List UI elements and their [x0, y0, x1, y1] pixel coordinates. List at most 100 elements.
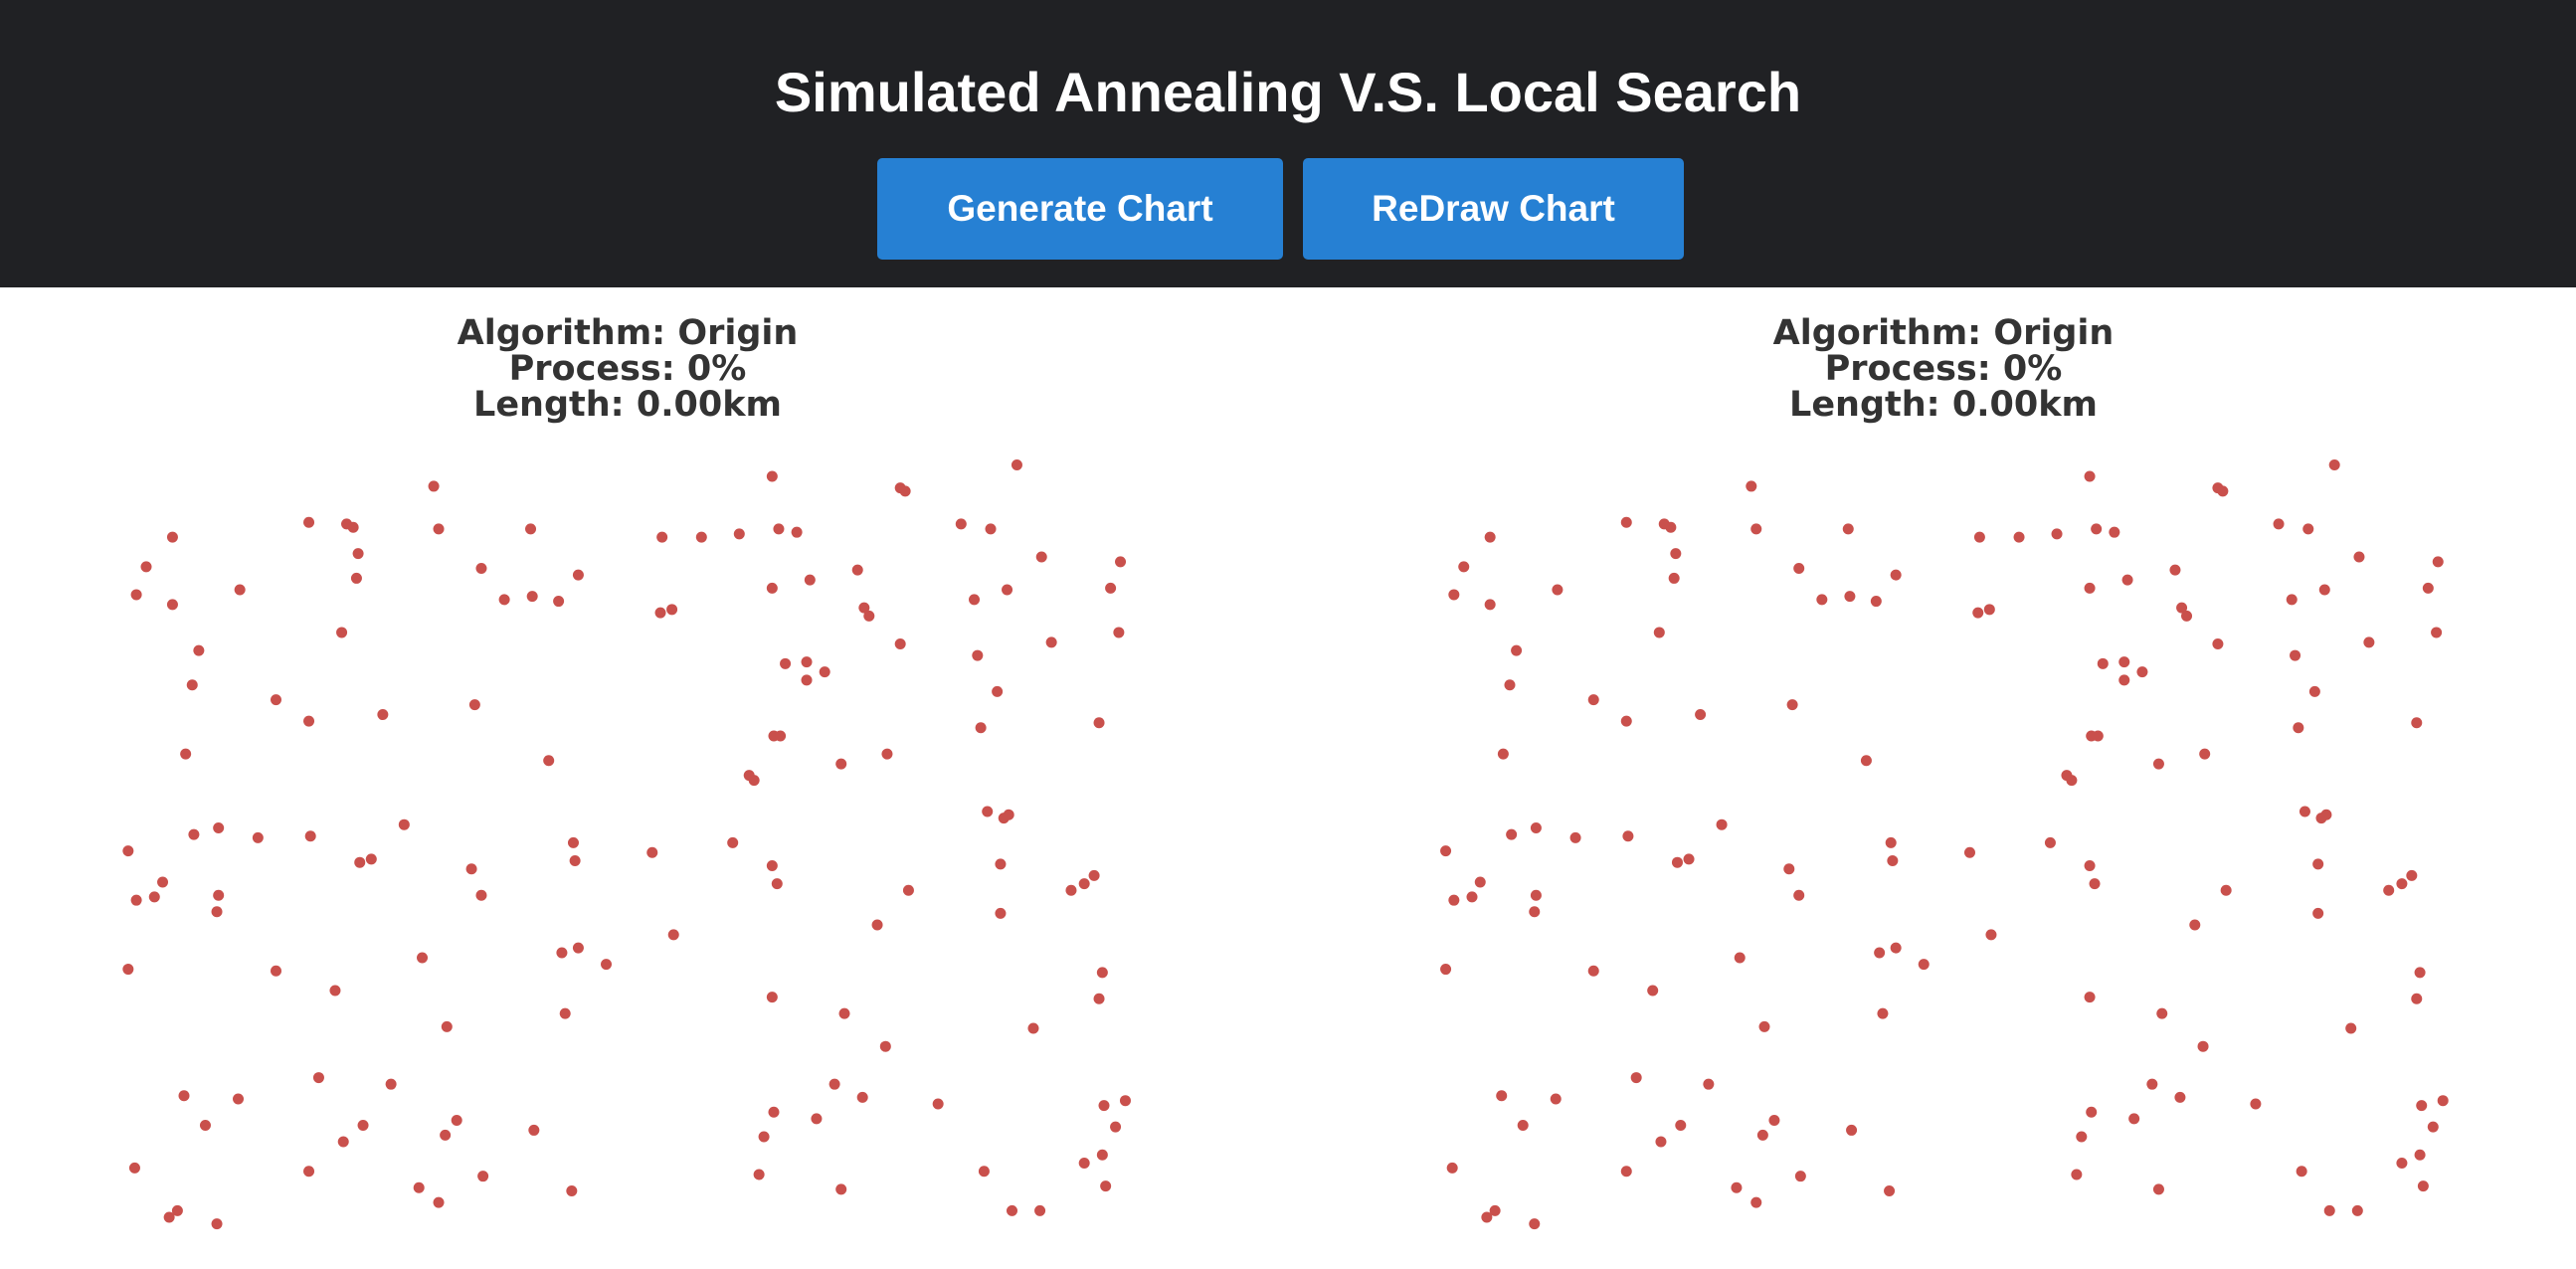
city-point [572, 942, 584, 954]
city-point [2432, 556, 2444, 568]
city-point [1842, 523, 1854, 535]
city-point [556, 947, 568, 959]
city-point [122, 964, 134, 976]
city-point [666, 604, 678, 616]
city-point [1983, 604, 1995, 616]
redraw-button[interactable]: ReDraw Chart [1303, 158, 1684, 260]
city-point [559, 1007, 571, 1019]
city-point [140, 561, 152, 573]
city-point [2146, 1078, 2158, 1090]
city-point [1655, 1136, 1667, 1148]
city-point [475, 563, 487, 575]
city-point [1783, 863, 1795, 875]
city-point [1587, 965, 1599, 977]
city-point [440, 1129, 452, 1141]
city-point [2092, 730, 2104, 742]
city-point [526, 591, 538, 603]
city-point [1918, 959, 1930, 971]
city-point [2071, 1169, 2083, 1180]
city-point [1671, 856, 1683, 868]
city-point [1529, 1218, 1541, 1230]
city-point [252, 831, 264, 843]
city-point [1794, 1171, 1806, 1182]
city-point [130, 894, 142, 906]
city-point [128, 1162, 140, 1174]
city-point [2308, 685, 2320, 697]
city-point [1093, 717, 1105, 729]
city-point [1670, 548, 1682, 560]
city-point [1665, 521, 1677, 533]
panel-info: Process: 0% [509, 349, 747, 389]
city-point [2417, 1180, 2429, 1192]
city-point [357, 1119, 369, 1131]
city-point [2414, 1149, 2426, 1161]
city-point [969, 594, 981, 606]
city-point [1653, 627, 1665, 638]
city-point [2396, 878, 2408, 890]
city-point [312, 1072, 324, 1084]
city-point [1096, 1149, 1108, 1161]
city-point [498, 594, 510, 606]
city-point [727, 836, 739, 848]
generate-button[interactable]: Generate Chart [877, 158, 1283, 260]
city-point [1088, 869, 1100, 881]
city-point [1668, 572, 1680, 584]
city-point [1768, 1115, 1780, 1127]
city-point [569, 855, 581, 867]
city-point [186, 679, 198, 691]
city-point [1458, 561, 1470, 573]
city-point [171, 1204, 183, 1216]
city-point [2345, 1022, 2357, 1034]
city-point [2250, 1098, 2262, 1110]
city-point [771, 878, 783, 890]
city-point [766, 992, 778, 1003]
city-point [271, 965, 281, 977]
city-point [975, 722, 987, 734]
city-point [804, 574, 816, 586]
city-point [377, 709, 389, 721]
city-point [992, 685, 1004, 697]
city-point [1620, 516, 1632, 528]
city-point [2220, 884, 2232, 896]
city-point [1497, 748, 1509, 760]
city-point [1890, 569, 1902, 581]
city-point [978, 1166, 990, 1178]
city-point [985, 523, 997, 535]
city-point [1746, 480, 1757, 492]
city-point [2353, 551, 2365, 563]
city-point [1484, 531, 1496, 543]
city-point [1496, 1090, 1508, 1102]
panel-info: Process: 0% [1825, 349, 2063, 389]
city-point [766, 859, 778, 871]
city-point [1065, 884, 1077, 896]
city-point [354, 856, 366, 868]
city-point [733, 528, 745, 540]
city-point [773, 523, 785, 535]
city-point [995, 858, 1007, 870]
city-point [336, 627, 348, 638]
city-point [1675, 1119, 1687, 1131]
city-point [365, 853, 377, 865]
city-point [1550, 1093, 1562, 1105]
city-point [2383, 884, 2395, 896]
city-point [838, 1007, 850, 1019]
city-point [894, 638, 906, 649]
city-point [2422, 582, 2434, 594]
city-point [1758, 1020, 1770, 1032]
city-point [1529, 906, 1541, 918]
city-point [157, 876, 169, 888]
city-point [2217, 485, 2229, 497]
city-point [2318, 584, 2330, 596]
city-point [1003, 809, 1014, 820]
city-point [1587, 694, 1599, 706]
city-point [163, 1211, 175, 1223]
city-point [2197, 1040, 2209, 1052]
city-point [695, 531, 707, 543]
city-point [2084, 859, 2096, 871]
city-point [477, 1171, 489, 1182]
city-point [768, 1106, 780, 1118]
city-point [2066, 775, 2078, 787]
city-point [304, 830, 316, 842]
city-point [2174, 1091, 2186, 1103]
